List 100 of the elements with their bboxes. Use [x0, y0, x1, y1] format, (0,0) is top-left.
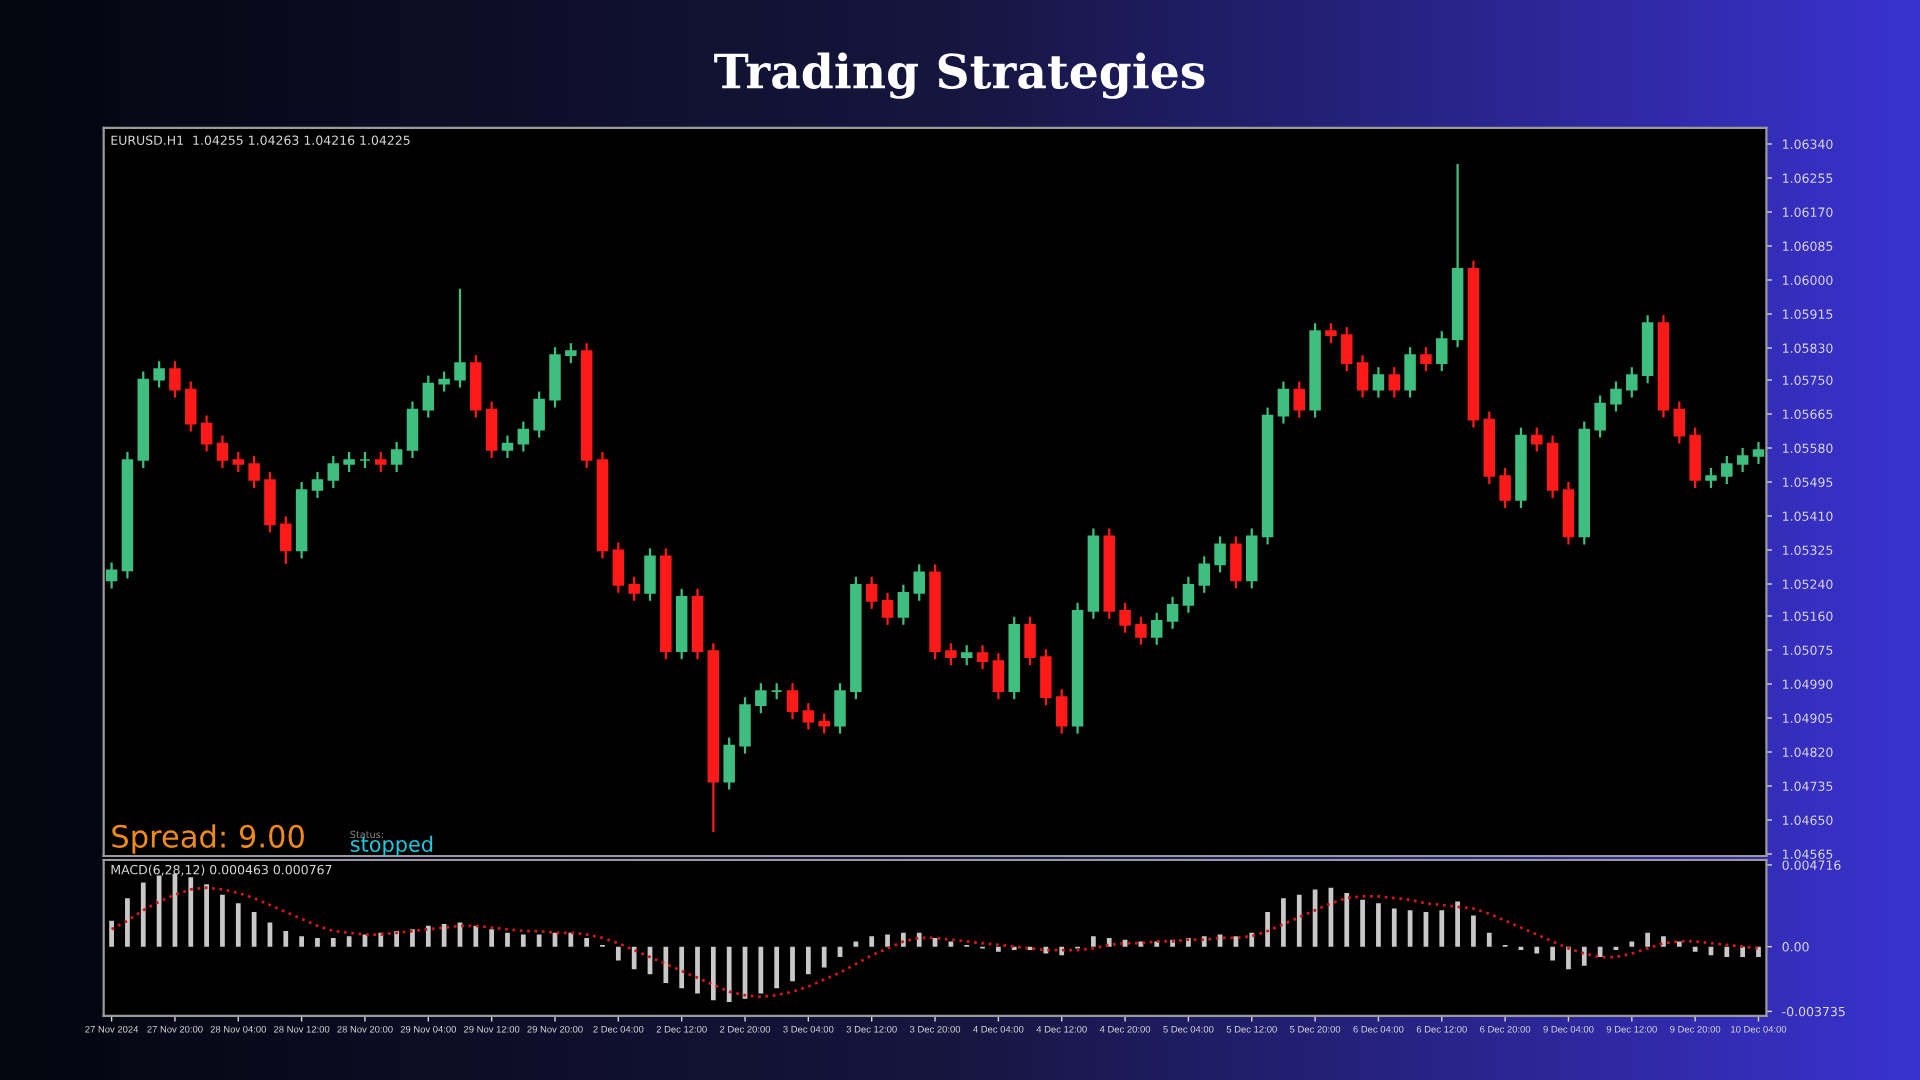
candlestick [343, 450, 355, 474]
bar [1486, 932, 1492, 947]
candlestick [628, 575, 640, 602]
candlestick [1119, 601, 1131, 634]
candlestick [232, 450, 245, 474]
chart-title: Trading Strategies [714, 52, 1205, 99]
bar [505, 932, 510, 947]
candlestick [438, 370, 450, 393]
bar [584, 937, 590, 947]
candlestick [1736, 446, 1749, 474]
bar [1296, 894, 1302, 947]
candlestick [248, 454, 260, 490]
bar [109, 920, 114, 947]
candlestick [1277, 380, 1290, 425]
candlestick [1404, 346, 1416, 399]
candlestick [644, 547, 656, 602]
bar [1249, 932, 1255, 947]
bar [1455, 901, 1460, 947]
bar [710, 946, 716, 1001]
candlestick [802, 702, 815, 731]
bar [315, 937, 320, 947]
candlestick [565, 342, 577, 365]
candlestick [755, 682, 767, 715]
candlestick [264, 470, 276, 534]
bar [1629, 941, 1635, 947]
bar [410, 929, 415, 947]
bar [1091, 936, 1096, 947]
candlestick [549, 346, 561, 409]
candlestick [1372, 366, 1385, 399]
bar [1439, 910, 1445, 947]
candlestick [153, 360, 165, 389]
candlestick [327, 454, 340, 490]
candlestick [375, 450, 387, 474]
bar [473, 925, 479, 947]
candlestick [1356, 354, 1369, 399]
candlestick [1293, 380, 1305, 419]
bar [536, 934, 542, 947]
candlestick [200, 414, 213, 453]
bar [885, 934, 890, 947]
bar [220, 894, 225, 947]
candlestick [865, 575, 878, 610]
candlestick [1182, 575, 1195, 614]
bar [1676, 941, 1682, 947]
bar [679, 946, 685, 989]
bar [1360, 899, 1365, 947]
bar [1344, 892, 1350, 947]
bar [299, 936, 304, 947]
bar [520, 934, 526, 947]
bar [631, 946, 637, 970]
bar [996, 946, 1001, 952]
candlestick [406, 400, 419, 460]
candlestick [1689, 426, 1701, 490]
candlestick [818, 712, 830, 735]
bar [869, 936, 875, 947]
candlestick [976, 644, 989, 671]
bar [695, 946, 700, 994]
annotation: Spread: 9.00 [112, 824, 304, 854]
candlestick [913, 563, 925, 602]
candlestick [169, 360, 181, 399]
candlestick [1752, 440, 1765, 466]
candlestick [501, 434, 514, 460]
candlestick [1420, 346, 1432, 373]
bar [1692, 946, 1698, 952]
bar [615, 946, 621, 961]
bar [948, 941, 954, 947]
bar [790, 946, 795, 982]
bar [330, 937, 336, 947]
candlestick [533, 390, 545, 439]
bar [568, 932, 574, 947]
candlestick [1546, 434, 1559, 500]
bar [1265, 911, 1270, 947]
candlestick [517, 420, 530, 453]
candlestick [945, 642, 957, 667]
candlestick [1388, 366, 1401, 399]
bar [1233, 936, 1239, 947]
candlestick [185, 380, 197, 433]
bar [1645, 932, 1651, 947]
candlestick [422, 374, 435, 419]
candlestick [1230, 535, 1242, 590]
bar [1566, 946, 1571, 970]
bar [821, 946, 827, 968]
candlestick [1055, 688, 1068, 735]
candlestick [280, 515, 292, 566]
bar [663, 946, 669, 984]
candlestick [1341, 326, 1353, 373]
candlestick [1436, 330, 1448, 373]
candlestick [470, 354, 482, 419]
bar [188, 877, 194, 947]
candlestick [1626, 366, 1638, 399]
candlestick [1150, 611, 1163, 646]
bar [1534, 946, 1540, 954]
bar [1471, 915, 1476, 947]
candlestick [485, 400, 498, 460]
candlestick [1214, 535, 1226, 574]
candlestick [216, 434, 229, 470]
candlestick [992, 652, 1005, 701]
bar [441, 924, 447, 947]
candlestick [786, 682, 799, 721]
bar [235, 903, 241, 947]
candlestick [1673, 400, 1686, 445]
